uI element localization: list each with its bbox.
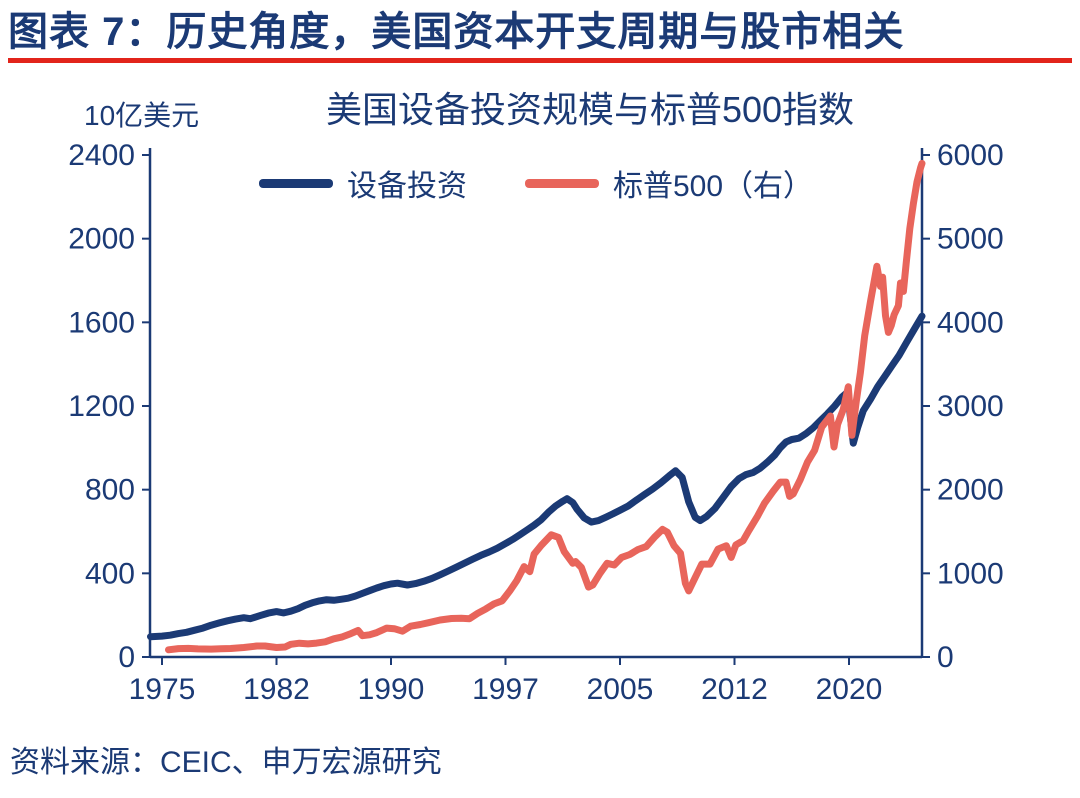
- chart-title: 美国设备投资规模与标普500指数: [325, 89, 855, 130]
- legend-line-swatch-sp500: [524, 178, 599, 188]
- source-note: 资料来源：CEIC、申万宏源研究: [10, 746, 442, 779]
- left-axis-tick-label: 1600: [68, 306, 135, 339]
- legend-label-sp500: 标普500（右）: [612, 170, 814, 203]
- left-axis-tick-label: 0: [118, 641, 135, 674]
- series-line-1: [165, 159, 926, 654]
- x-axis-tick-label: 2020: [816, 673, 883, 706]
- right-axis-tick-label: 6000: [937, 139, 1004, 172]
- x-axis-tick-label: 1990: [358, 673, 425, 706]
- left-axis-tick-label: 1200: [68, 390, 135, 423]
- x-axis-tick-label: 2012: [701, 673, 768, 706]
- x-axis-tick-label: 1997: [472, 673, 539, 706]
- series-line-0: [147, 312, 926, 641]
- right-axis-tick-label: 0: [937, 641, 954, 674]
- left-axis-tick-label: 2000: [68, 223, 135, 256]
- legend-line-swatch-equipment: [258, 178, 333, 188]
- legend-item-sp500: 标普500（右）: [524, 161, 814, 205]
- right-axis-tick-label: 3000: [937, 390, 1004, 423]
- left-axis-tick-label: 2400: [68, 139, 135, 172]
- legend-item-equipment-investment: 设备投资: [258, 161, 467, 205]
- x-axis-tick-label: 1982: [243, 673, 310, 706]
- right-axis-tick-label: 1000: [937, 557, 1004, 590]
- figure-title: 图表 7：历史角度，美国资本开支周期与股市相关: [8, 10, 905, 54]
- title-underline-rule: [8, 58, 1072, 63]
- right-axis-tick-label: 4000: [937, 306, 1004, 339]
- left-axis-tick-label: 800: [85, 474, 135, 507]
- right-axis-tick-label: 2000: [937, 474, 1004, 507]
- left-axis-tick-label: 400: [85, 557, 135, 590]
- x-axis-tick-label: 1975: [129, 673, 196, 706]
- chart-legend: 设备投资 标普500（右）: [150, 165, 922, 203]
- left-axis-unit-label: 10亿美元: [84, 100, 200, 131]
- legend-label-equipment: 设备投资: [346, 170, 467, 203]
- x-axis-tick-label: 2005: [587, 673, 654, 706]
- right-axis-tick-label: 5000: [937, 223, 1004, 256]
